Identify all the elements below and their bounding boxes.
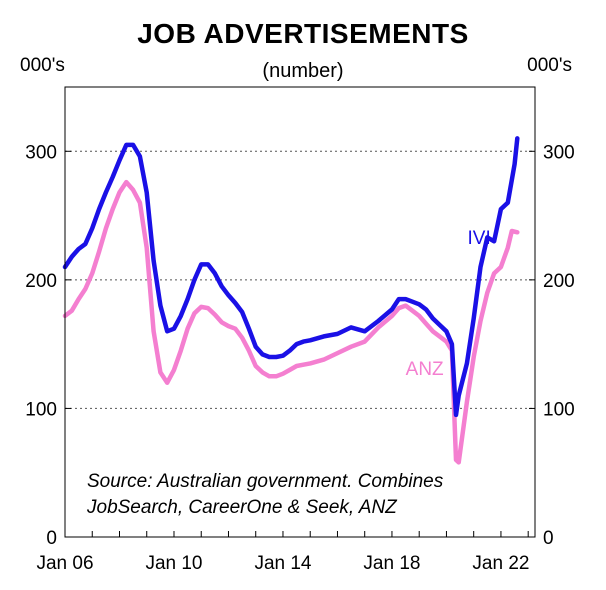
right-axis-unit: 000's (527, 55, 572, 76)
series-label-ivi: IVI (468, 228, 491, 249)
axis-ticks (64, 150, 535, 538)
y-tick-label-right: 100 (543, 399, 575, 420)
series-line-ivi (62, 136, 520, 418)
y-tick-label-left: 300 (25, 142, 57, 163)
x-tick-label: Jan 22 (472, 553, 529, 574)
series-line-anz (62, 179, 520, 465)
axis-labels: 0 0 100 100 200 200 300 300 Jan 06 Jan 10 Jan 14 Ja… (25, 142, 574, 574)
x-tick-label: Jan 06 (36, 553, 93, 574)
source-note-line: JobSearch, CareerOne & Seek, ANZ (86, 497, 398, 518)
source-note-line: Source: Australian government. Combines (87, 471, 444, 492)
chart-subtitle: (number) (262, 60, 344, 82)
chart-title: JOB ADVERTISEMENTS (137, 18, 469, 49)
y-tick-label-right: 200 (543, 271, 575, 292)
plot-frame (64, 86, 536, 538)
y-tick-label-right: 300 (543, 142, 575, 163)
x-tick-label: Jan 18 (363, 553, 420, 574)
y-tick-label-right: 0 (543, 528, 554, 549)
x-tick-label: Jan 10 (145, 553, 202, 574)
y-tick-label-left: 0 (46, 528, 57, 549)
y-tick-label-left: 200 (25, 271, 57, 292)
y-tick-label-left: 100 (25, 399, 57, 420)
annotations: IVI ANZ Source: Australian government. Com… (86, 228, 491, 518)
series-lines (62, 136, 520, 465)
left-axis-unit: 000's (20, 55, 65, 76)
x-tick-label: Jan 14 (254, 553, 311, 574)
series-label-anz: ANZ (406, 359, 444, 380)
